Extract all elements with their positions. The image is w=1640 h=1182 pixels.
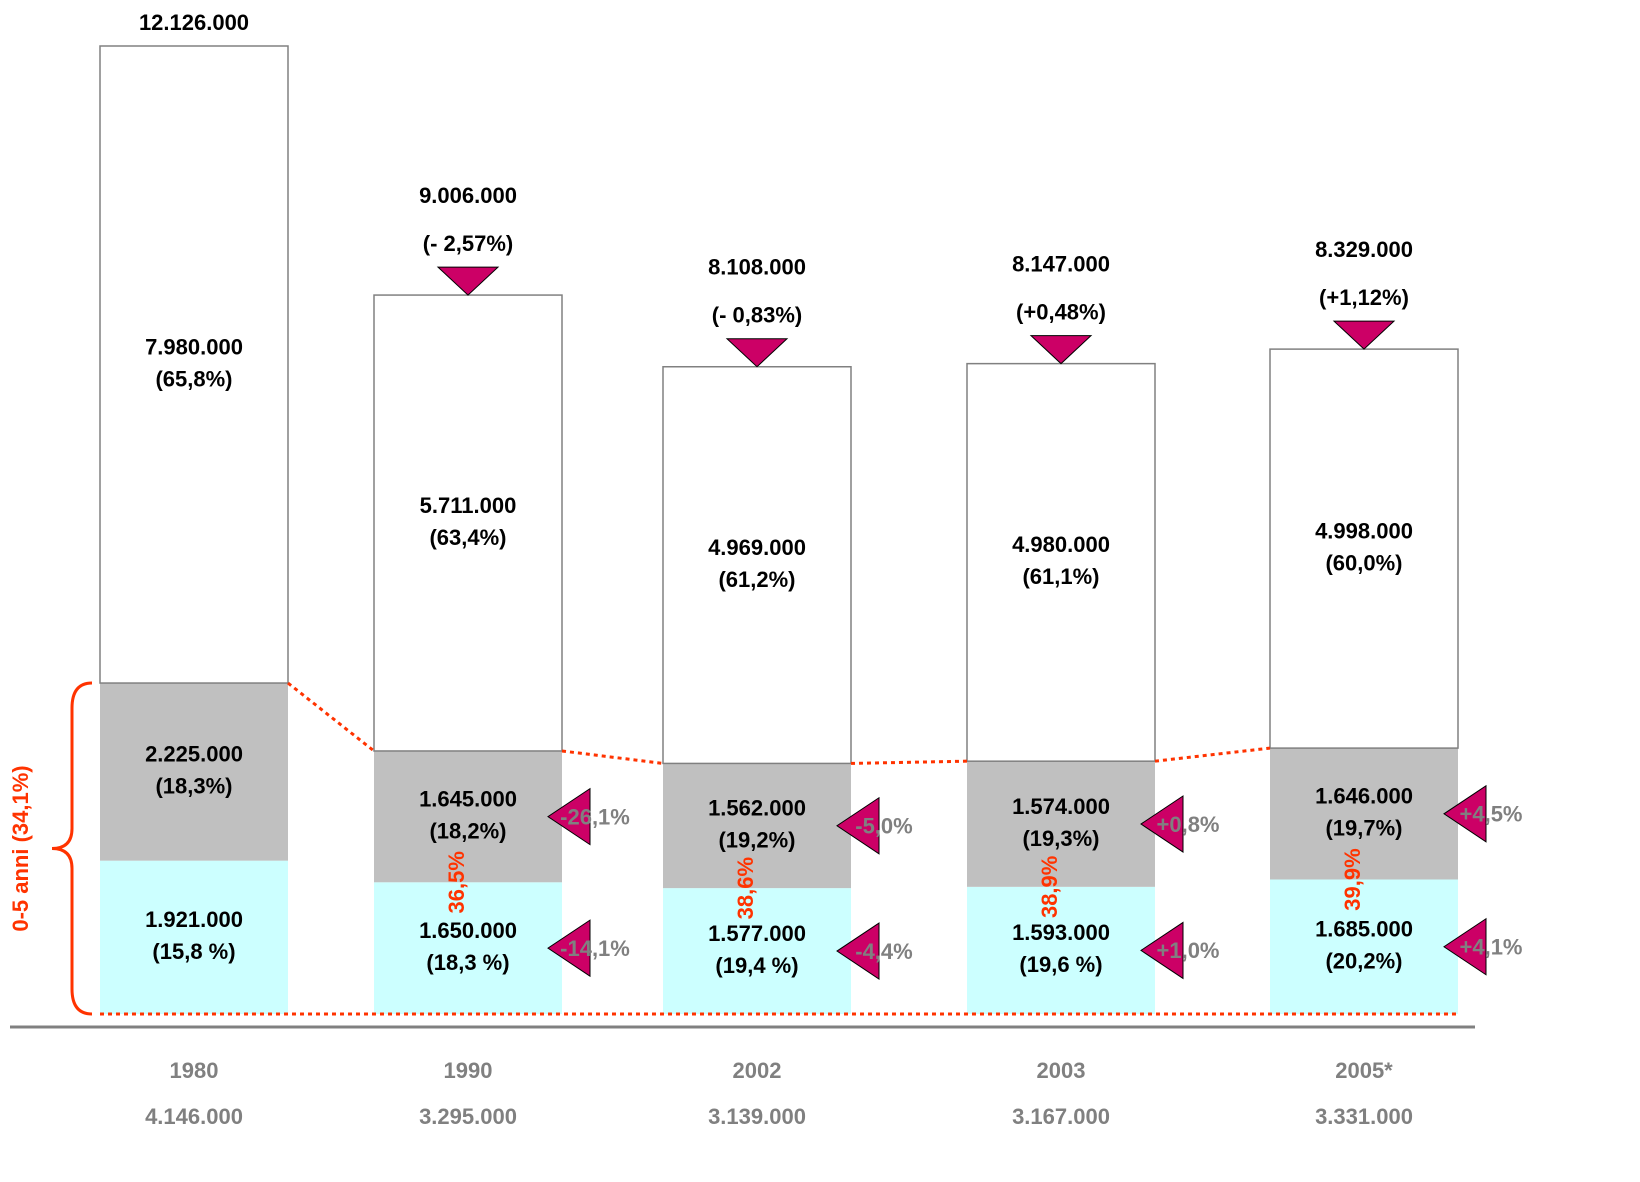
share-label: (18,2%) [429, 818, 506, 843]
value-label: 4.998.000 [1315, 518, 1413, 543]
share-label: (63,4%) [429, 525, 506, 550]
x-tick-label: 1980 [170, 1058, 219, 1083]
x-tick-label: 2003 [1037, 1058, 1086, 1083]
bar-segment [1270, 748, 1458, 880]
total-change-label: (+1,12%) [1319, 285, 1409, 310]
change-marker [1443, 784, 1487, 843]
share-label: (18,3 %) [426, 950, 509, 975]
change-marker [1140, 795, 1184, 853]
connector [561, 749, 664, 765]
bar-segment [967, 886, 1155, 1014]
change-label: +1,0% [1157, 938, 1220, 963]
share-label: (19,2%) [718, 828, 795, 853]
bar-segment [100, 860, 288, 1014]
value-label: 2.225.000 [145, 742, 243, 767]
subtotal-label: 4.146.000 [145, 1104, 243, 1129]
value-label: 1.921.000 [145, 907, 243, 932]
connector [850, 759, 968, 765]
change-label: +0,8% [1157, 812, 1220, 837]
change-label: -5,0% [855, 814, 912, 839]
change-label: -14,1% [560, 936, 630, 961]
share-label: (60,0%) [1325, 550, 1402, 575]
total-change-marker [725, 338, 789, 368]
share-label: (19,3%) [1022, 826, 1099, 851]
share-label: (65,8%) [155, 366, 232, 391]
child-share-label: 39,9% [1340, 848, 1365, 910]
child-share-label: 38,6% [733, 857, 758, 919]
connector [287, 681, 375, 753]
change-marker [836, 796, 880, 855]
share-label: (61,1%) [1022, 564, 1099, 589]
total-change-marker [1029, 335, 1093, 365]
bar-segment [99, 45, 289, 684]
change-label: +4,1% [1460, 935, 1523, 960]
value-label: 7.980.000 [145, 334, 243, 359]
subtotal-label: 3.331.000 [1315, 1104, 1413, 1129]
total-change-label: (- 2,57%) [423, 231, 513, 256]
bar-segment [374, 882, 562, 1014]
bracket [51, 681, 93, 1016]
bar-segment [663, 888, 851, 1014]
bar-segment [374, 750, 562, 883]
total-label: 9.006.000 [419, 183, 517, 208]
total-change-marker [1332, 320, 1396, 350]
bar-segment [663, 763, 851, 889]
change-marker [1140, 921, 1184, 980]
value-label: 1.645.000 [419, 786, 517, 811]
value-label: 4.980.000 [1012, 532, 1110, 557]
change-marker [1443, 917, 1487, 976]
child-share-label: 36,5% [444, 851, 469, 913]
subtotal-label: 3.295.000 [419, 1104, 517, 1129]
bracket-label: 0-5 anni (34,1%) [8, 765, 33, 931]
bar-segment [373, 294, 563, 752]
change-label: -4,4% [855, 939, 912, 964]
share-label: (18,3%) [155, 774, 232, 799]
bar-segment [1270, 879, 1458, 1014]
total-label: 12.126.000 [139, 10, 249, 35]
subtotal-label: 3.167.000 [1012, 1104, 1110, 1129]
connector [1154, 746, 1271, 763]
x-tick-label: 2002 [733, 1058, 782, 1083]
bar-segment [1269, 348, 1459, 749]
value-label: 1.646.000 [1315, 784, 1413, 809]
share-label: (20,2%) [1325, 949, 1402, 974]
share-label: (19,7%) [1325, 816, 1402, 841]
bar-segment [100, 683, 288, 861]
value-label: 1.574.000 [1012, 794, 1110, 819]
value-label: 1.685.000 [1315, 917, 1413, 942]
bar-segment [966, 362, 1156, 762]
subtotal-label: 3.139.000 [708, 1104, 806, 1129]
total-label: 8.329.000 [1315, 237, 1413, 262]
change-marker [547, 919, 591, 978]
share-label: (61,2%) [718, 567, 795, 592]
value-label: 5.711.000 [420, 493, 517, 518]
change-marker [836, 922, 880, 980]
x-tick-label: 2005* [1335, 1058, 1393, 1083]
total-label: 8.147.000 [1012, 251, 1110, 276]
total-change-label: (+0,48%) [1016, 299, 1106, 324]
total-change-label: (- 0,83%) [712, 303, 802, 328]
change-marker [547, 787, 591, 846]
share-label: (19,4 %) [715, 953, 798, 978]
value-label: 1.593.000 [1012, 920, 1110, 945]
bar-segment [967, 761, 1155, 887]
child-share-label: 38,9% [1037, 856, 1062, 918]
share-label: (19,6 %) [1019, 952, 1102, 977]
change-label: +4,5% [1460, 802, 1523, 827]
share-label: (15,8 %) [152, 939, 235, 964]
total-label: 8.108.000 [708, 255, 806, 280]
x-tick-label: 1990 [444, 1058, 493, 1083]
total-change-marker [436, 266, 500, 296]
bar-segment [662, 366, 852, 765]
change-label: -26,1% [560, 804, 630, 829]
value-label: 1.577.000 [708, 921, 806, 946]
value-label: 1.562.000 [708, 796, 806, 821]
value-label: 1.650.000 [419, 918, 517, 943]
value-label: 4.969.000 [708, 535, 806, 560]
